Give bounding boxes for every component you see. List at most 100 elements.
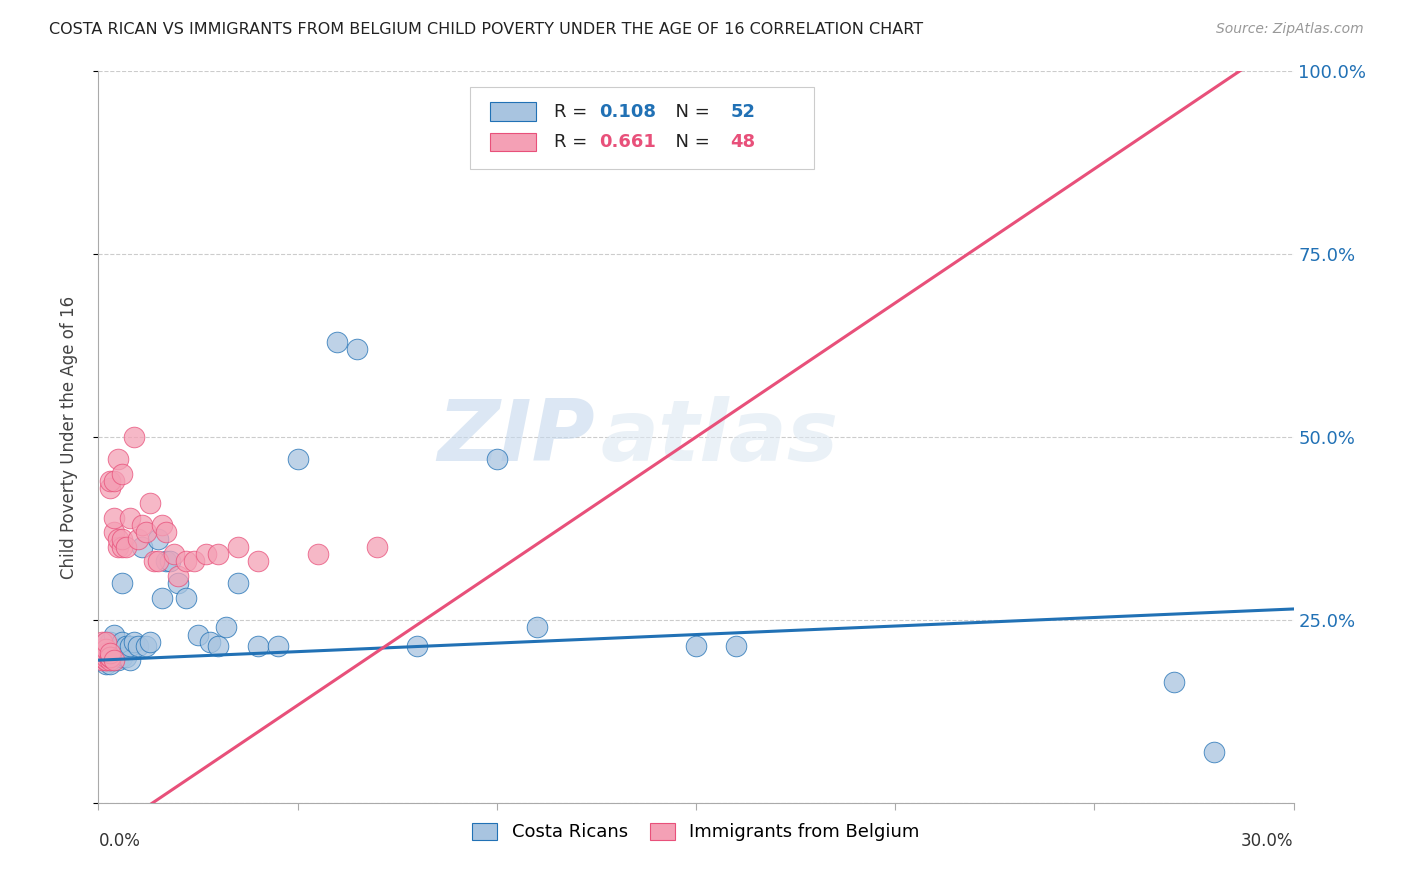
Point <box>135 639 157 653</box>
Text: 0.661: 0.661 <box>599 133 657 152</box>
Point <box>91 653 114 667</box>
Point <box>120 653 142 667</box>
Point <box>91 649 114 664</box>
Point <box>685 639 707 653</box>
Point <box>143 554 166 568</box>
Legend: Costa Ricans, Immigrants from Belgium: Costa Ricans, Immigrants from Belgium <box>465 815 927 848</box>
Point <box>107 649 129 664</box>
Point <box>174 554 197 568</box>
Point <box>246 639 269 653</box>
Point <box>96 635 118 649</box>
Point <box>96 657 118 671</box>
Point <box>103 646 125 660</box>
Text: 48: 48 <box>731 133 756 152</box>
Point <box>267 639 290 653</box>
Point <box>406 639 429 653</box>
Text: N =: N = <box>664 103 716 120</box>
Point <box>724 639 747 653</box>
Text: 0.0%: 0.0% <box>98 832 141 850</box>
Point <box>111 649 134 664</box>
Point <box>98 635 122 649</box>
Point <box>103 653 125 667</box>
Point <box>103 653 125 667</box>
Text: atlas: atlas <box>600 395 838 479</box>
Point <box>111 635 134 649</box>
Point <box>150 517 173 532</box>
Point <box>167 576 190 591</box>
Point <box>485 452 508 467</box>
Point <box>207 547 229 561</box>
Point <box>103 627 125 641</box>
Point <box>91 642 114 657</box>
Text: COSTA RICAN VS IMMIGRANTS FROM BELGIUM CHILD POVERTY UNDER THE AGE OF 16 CORRELA: COSTA RICAN VS IMMIGRANTS FROM BELGIUM C… <box>49 22 924 37</box>
Point <box>107 642 129 657</box>
Point <box>91 653 114 667</box>
Point <box>150 591 173 605</box>
Point <box>96 639 118 653</box>
Point <box>98 646 122 660</box>
Point <box>91 646 114 660</box>
Point <box>111 576 134 591</box>
Point <box>155 525 177 540</box>
Point <box>96 649 118 664</box>
Point <box>526 620 548 634</box>
Point <box>167 569 190 583</box>
Text: 52: 52 <box>731 103 755 120</box>
Text: R =: R = <box>554 103 593 120</box>
Point <box>226 540 249 554</box>
FancyBboxPatch shape <box>491 133 536 152</box>
Point <box>96 635 118 649</box>
Point <box>124 635 146 649</box>
Point <box>183 554 205 568</box>
Point <box>155 554 177 568</box>
Point <box>98 649 122 664</box>
Text: N =: N = <box>664 133 716 152</box>
Point <box>107 540 129 554</box>
Point <box>107 533 129 547</box>
FancyBboxPatch shape <box>491 103 536 120</box>
Point <box>127 533 149 547</box>
Point <box>346 343 368 357</box>
Point <box>98 481 122 495</box>
Point <box>115 649 138 664</box>
Point <box>111 467 134 481</box>
Point <box>120 510 142 524</box>
Point <box>103 510 125 524</box>
Point <box>91 649 114 664</box>
Text: R =: R = <box>554 133 593 152</box>
Point <box>139 635 162 649</box>
Point <box>131 517 153 532</box>
Text: Source: ZipAtlas.com: Source: ZipAtlas.com <box>1216 22 1364 37</box>
Point <box>148 533 170 547</box>
Point <box>98 653 122 667</box>
Point <box>124 430 146 444</box>
Point <box>1163 675 1185 690</box>
Point <box>366 540 388 554</box>
Point <box>131 540 153 554</box>
Point <box>98 657 122 671</box>
Point <box>98 642 122 657</box>
Point <box>1202 745 1225 759</box>
Point <box>120 639 142 653</box>
Text: 30.0%: 30.0% <box>1241 832 1294 850</box>
Point <box>127 639 149 653</box>
Point <box>98 474 122 488</box>
Point <box>287 452 309 467</box>
Point <box>111 533 134 547</box>
Point <box>135 525 157 540</box>
Point <box>103 525 125 540</box>
Point <box>215 620 238 634</box>
Point <box>98 649 122 664</box>
Point <box>91 642 114 657</box>
Point <box>246 554 269 568</box>
Point <box>163 547 186 561</box>
Point <box>103 474 125 488</box>
Point <box>174 591 197 605</box>
Point <box>96 646 118 660</box>
Point <box>96 653 118 667</box>
Point <box>107 653 129 667</box>
Point <box>115 540 138 554</box>
Point <box>98 653 122 667</box>
Point <box>139 496 162 510</box>
Point <box>159 554 181 568</box>
